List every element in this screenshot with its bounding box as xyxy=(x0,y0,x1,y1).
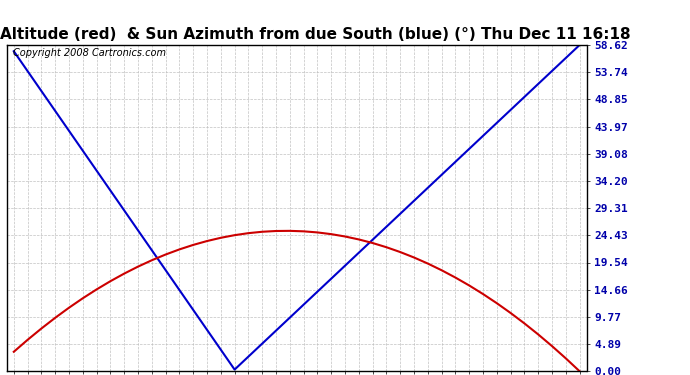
Title: Sun Altitude (red)  & Sun Azimuth from due South (blue) (°) Thu Dec 11 16:18: Sun Altitude (red) & Sun Azimuth from du… xyxy=(0,27,631,42)
Text: Copyright 2008 Cartronics.com: Copyright 2008 Cartronics.com xyxy=(12,48,166,58)
